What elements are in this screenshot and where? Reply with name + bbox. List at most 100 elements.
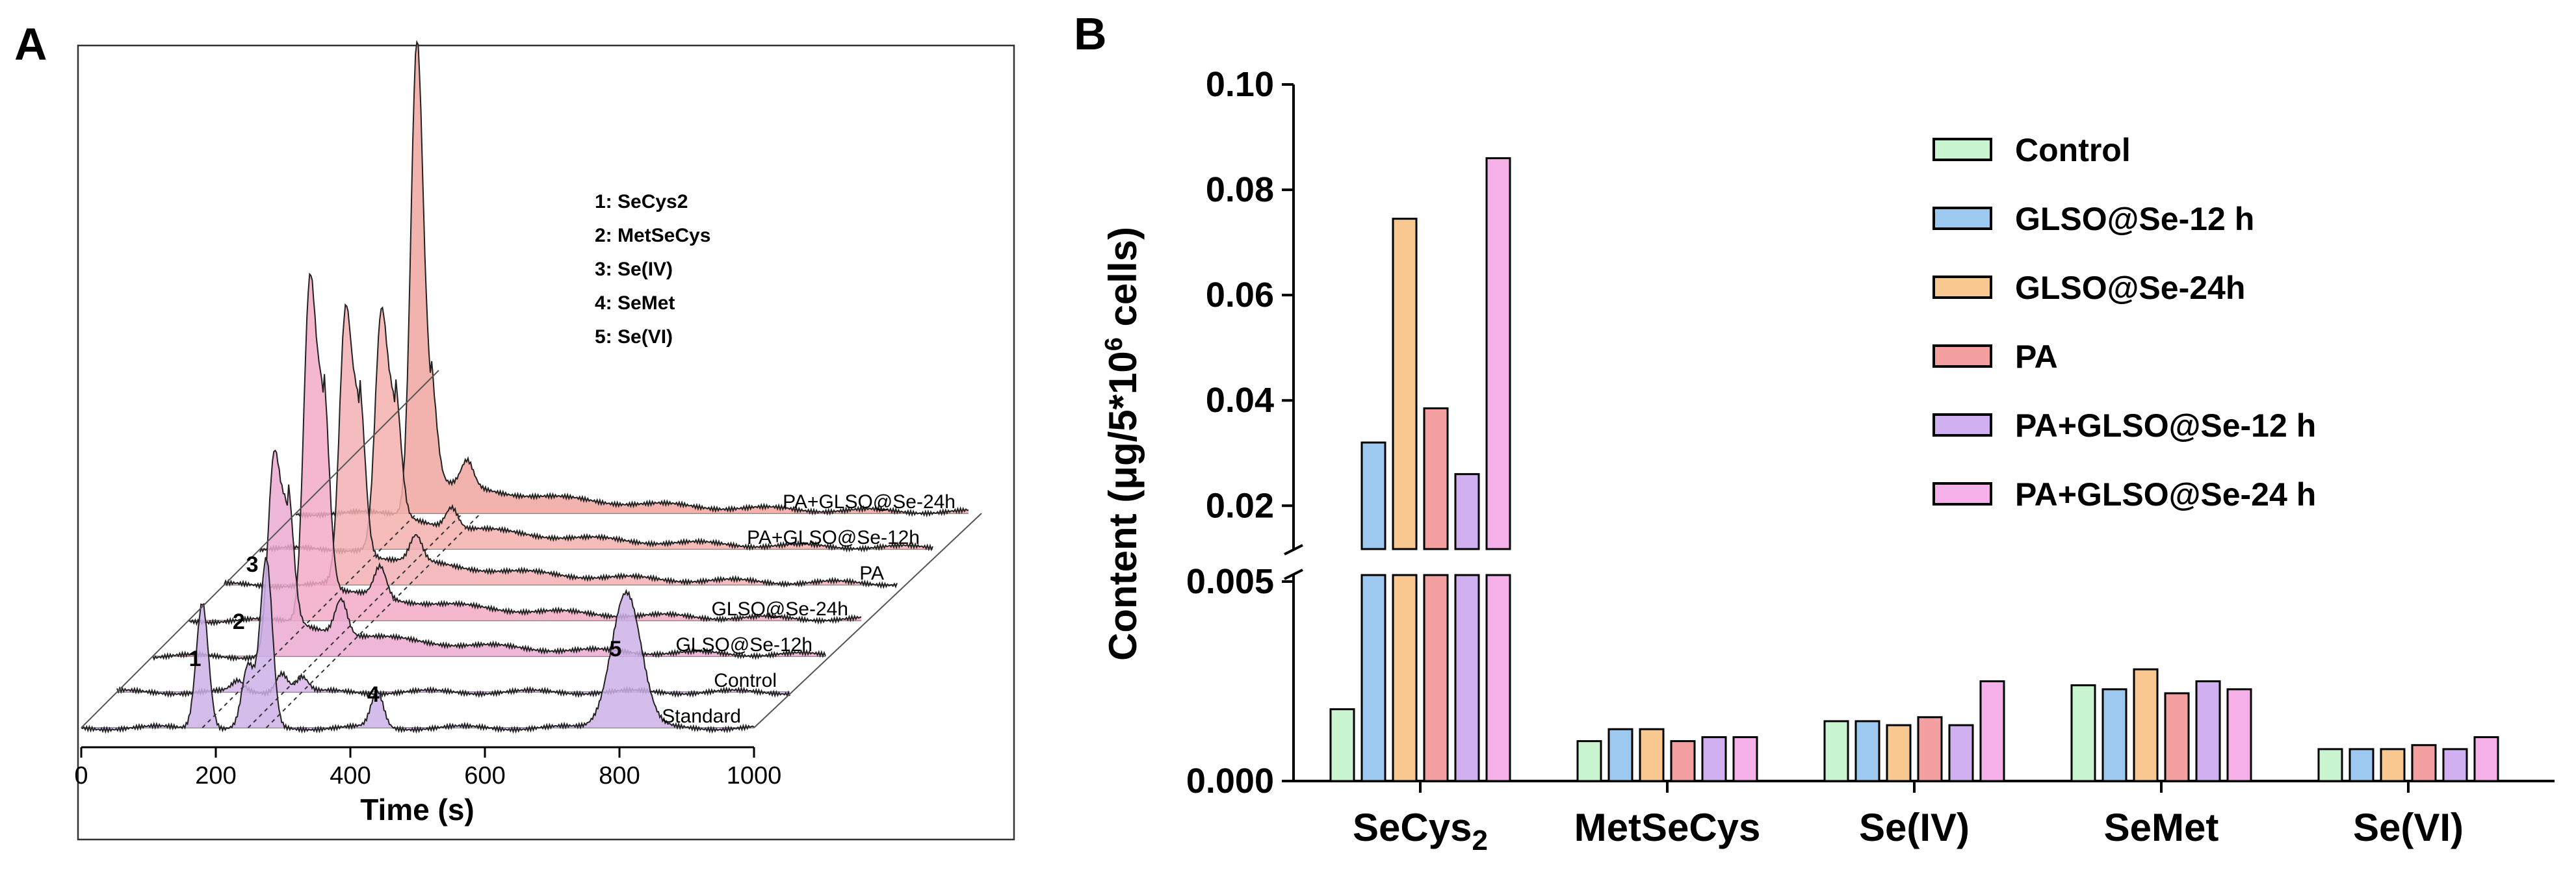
plane-edge-right [753, 513, 982, 728]
bar-PA-MetSeCys [1670, 740, 1696, 782]
y-axis-label: Content (μg/5*106 cells) [1100, 227, 1145, 661]
bar-PA+GLSO@Se-12 h-MetSeCys [1701, 736, 1727, 782]
trace-line-PA+GLSO@Se-24h [295, 40, 969, 520]
bar-GLSO@Se-24h-Se(VI) [2380, 748, 2406, 782]
legend-entry: 2: MetSeCys [595, 225, 710, 246]
y-tick-label: 0.10 [1206, 65, 1274, 104]
category-labels: SeCys2 MetSeCys Se(IV) SeMet Se(VI) [1353, 781, 2464, 856]
bar-PA+GLSO@Se-12 h-SeCys-upper [1454, 473, 1480, 550]
bar-legend: Control GLSO@Se-12 h GLSO@Se-24h PA PA+GLSO@… [1932, 132, 2316, 513]
bar-GLSO@Se-12 h-Se(VI) [2348, 748, 2374, 782]
legend-label: GLSO@Se-12 h [2015, 201, 2254, 237]
chromatogram-waterfall-chart: PA+GLSO@Se-24h PA+GLSO@Se-12h PA GLSO@Se-24… [74, 40, 1015, 841]
legend-label: PA+GLSO@Se-24 h [2015, 476, 2316, 513]
bar-Control-SeMet [2070, 684, 2096, 782]
bar-PA-Se(VI) [2411, 744, 2437, 782]
legend-swatch-GLSO@Se-24h [1932, 276, 1992, 299]
bar-PA-SeMet [2164, 692, 2190, 782]
trace-line-Control [116, 669, 790, 699]
x-tick-label: 1000 [727, 762, 782, 789]
x-tick-label: 200 [195, 762, 236, 789]
axis-break-mark [1284, 544, 1303, 556]
x-axis-label: Time (s) [360, 793, 475, 827]
trace-fill-GLSO@Se-24h [189, 274, 861, 625]
bar-PA-Se(IV) [1917, 716, 1943, 782]
category-label: SeMet [2104, 806, 2219, 849]
trace-label: GLSO@Se-24h [711, 598, 848, 620]
peak-legend: 1: SeCys2 2: MetSeCys 3: Se(IV) 4: SeMet 5: … [595, 191, 710, 348]
legend-swatch-PA+GLSO@Se-12 h [1932, 413, 1992, 437]
peak-guide-line [202, 513, 418, 728]
waterfall-traces: PA+GLSO@Se-24h PA+GLSO@Se-12h PA GLSO@Se-24… [81, 40, 982, 734]
bar-GLSO@Se-12 h-MetSeCys [1607, 728, 1633, 782]
bar-PA+GLSO@Se-12 h-SeMet [2195, 680, 2221, 782]
x-tick-label: 800 [599, 762, 640, 789]
trace-label: GLSO@Se-12h [675, 634, 813, 656]
panel-a-letter: A [14, 19, 47, 70]
panel-a-frame [77, 44, 1015, 841]
bar-PA+GLSO@Se-12 h-Se(VI) [2442, 748, 2468, 782]
legend-label: PA+GLSO@Se-12 h [2015, 407, 2316, 444]
legend-label: PA [2015, 339, 2058, 375]
y-tick-label: 0.04 [1206, 381, 1274, 420]
bar-PA-SeCys-lower [1423, 574, 1449, 782]
bar-PA+GLSO@Se-24 h-SeCys-lower [1485, 574, 1511, 782]
bar-GLSO@Se-24h-Se(IV) [1886, 724, 1912, 782]
trace-label: PA+GLSO@Se-12h [747, 527, 920, 548]
bar-PA+GLSO@Se-24 h-Se(VI) [2473, 736, 2499, 782]
bar-Control-MetSeCys [1576, 740, 1602, 782]
category-label: Se(IV) [1859, 806, 1970, 849]
y-tick-label: 0.005 [1186, 562, 1274, 601]
legend-swatch-GLSO@Se-12 h [1932, 207, 1992, 230]
legend-entry: 1: SeCys2 [595, 191, 688, 212]
trace-label: PA [859, 563, 884, 584]
bar-Control-SeCys [1329, 708, 1355, 782]
bar-GLSO@Se-12 h-SeCys-lower [1360, 574, 1386, 782]
trace-fill-PA [224, 305, 897, 589]
bar-GLSO@Se-12 h-SeCys-upper [1360, 441, 1386, 550]
legend-entry: 3: Se(IV) [595, 259, 673, 280]
trace-fill-Standard [81, 557, 754, 732]
bar-Control-Se(IV) [1823, 720, 1849, 782]
peak-guide-line [265, 513, 482, 728]
peak-guide-line [247, 513, 463, 728]
y-axis-ticks: 0.000 0.005 0.02 0.04 0.06 0.08 0.10 [1186, 65, 1294, 801]
axis-break-gap [1281, 556, 1931, 569]
bar-GLSO@Se-24h-SeCys-upper [1392, 218, 1418, 550]
peak-number: 3 [246, 552, 259, 577]
bar-GLSO@Se-24h-SeCys-lower [1392, 574, 1418, 782]
legend-entry: 4: SeMet [595, 292, 675, 314]
peak-number: 2 [233, 609, 245, 634]
trace-line-Standard [81, 557, 755, 734]
category-label: Se(VI) [2353, 806, 2464, 849]
selenium-species-bar-chart: Content (μg/5*106 cells) 0.000 0.005 0.02 0… [1100, 65, 2555, 856]
trace-label: PA+GLSO@Se-24h [783, 491, 956, 513]
trace-label: Control [714, 670, 777, 691]
trace-fill-GLSO@Se-12h [153, 450, 826, 660]
peak-number: 5 [609, 637, 621, 661]
x-tick-label: 0 [74, 762, 88, 789]
plane-edge-left [81, 370, 439, 728]
bar-PA+GLSO@Se-12 h-SeCys-lower [1454, 574, 1480, 782]
trace-line-PA [224, 303, 898, 591]
bar-PA+GLSO@Se-24 h-MetSeCys [1732, 736, 1758, 782]
y-tick-label: 0.02 [1206, 486, 1274, 525]
y-tick-label: 0.08 [1206, 170, 1274, 209]
trace-fill-PA+GLSO@Se-12h [260, 307, 933, 553]
y-tick-label: 0.000 [1186, 762, 1274, 801]
x-axis-ticks: 0 200 400 600 800 1000 [74, 747, 781, 789]
bar-Control-Se(VI) [2317, 748, 2343, 782]
bar-GLSO@Se-24h-MetSeCys [1639, 728, 1665, 782]
peak-number: 1 [189, 647, 202, 671]
legend-swatch-PA [1932, 344, 1992, 368]
bar-GLSO@Se-24h-SeMet [2133, 668, 2159, 782]
bar-PA+GLSO@Se-24 h-SeCys-upper [1485, 157, 1511, 550]
category-label: SeCys2 [1353, 806, 1488, 856]
bar-GLSO@Se-12 h-SeMet [2101, 688, 2127, 782]
legend-entry: 5: Se(VI) [595, 326, 673, 348]
legend-label: GLSO@Se-24h [2015, 270, 2245, 306]
bar-GLSO@Se-12 h-Se(IV) [1854, 720, 1880, 782]
bar-PA+GLSO@Se-12 h-Se(IV) [1948, 724, 1974, 782]
x-tick-label: 400 [330, 762, 371, 789]
legend-swatch-Control [1932, 138, 1992, 161]
